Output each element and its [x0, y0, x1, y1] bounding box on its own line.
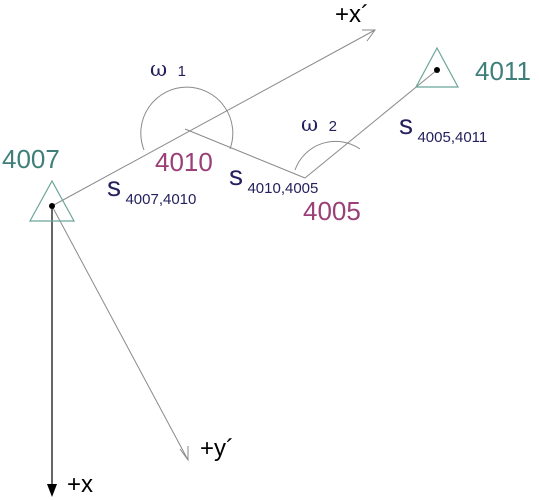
point-label-4007: 4007 [2, 144, 60, 174]
distance-subscript: 4010,4005 [247, 180, 318, 197]
omega2-label: ω 2 [301, 112, 337, 136]
triangle-4007 [28, 179, 76, 222]
omega1-arc [140, 86, 234, 151]
omega2-subscript: 2 [329, 118, 337, 135]
point-4011-dot [434, 67, 440, 73]
y-prime-arrowhead [179, 446, 189, 462]
distance-label-4005-4011: s 4005,4011 [399, 109, 487, 146]
y-prime-axis-label: +y´ [200, 435, 234, 462]
point-4007-dot [49, 203, 55, 209]
distance-symbol: s [229, 160, 243, 191]
point-label-4011: 4011 [475, 56, 531, 86]
omega2-symbol: ω [301, 112, 318, 136]
distance-symbol: s [107, 171, 121, 202]
omega1-subscript: 1 [178, 63, 186, 80]
triangle-4011 [414, 46, 460, 88]
x-prime-axis-line [51, 29, 376, 207]
point-label-4005: 4005 [303, 196, 361, 226]
omega1-label: ω 1 [150, 57, 186, 81]
omega1-symbol: ω [150, 57, 167, 81]
omega2-arc [294, 140, 361, 171]
distance-symbol: s [399, 109, 413, 140]
point-label-4010: 4010 [155, 147, 213, 177]
y-prime-axis-line [51, 205, 189, 461]
leg-4005-4011 [304, 69, 438, 179]
x-axis-label: +x [67, 471, 93, 498]
x-prime-axis-label: +x´ [335, 1, 369, 28]
distance-subscript: 4007,4010 [125, 191, 196, 208]
x-axis-arrowhead [47, 484, 57, 497]
distance-subscript: 4005,4011 [417, 129, 487, 146]
x-prime-arrowhead [362, 29, 376, 42]
distance-label-4007-4010: s 4007,4010 [107, 171, 196, 208]
distance-label-4010-4005: s 4010,4005 [229, 160, 318, 197]
leg-4010-4005 [184, 128, 306, 179]
